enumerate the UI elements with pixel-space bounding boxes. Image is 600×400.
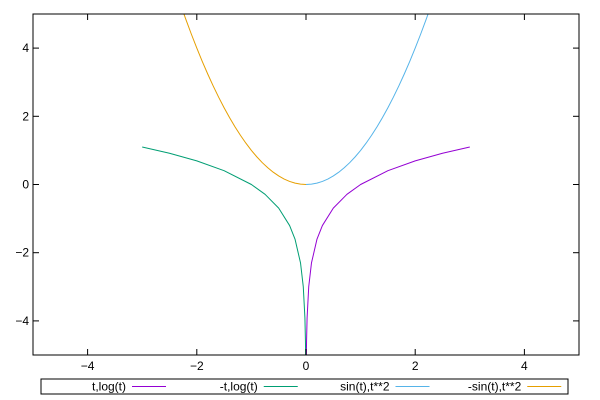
series-line-1 (305, 146, 470, 355)
series-layer (142, 14, 470, 355)
series-line-3 (305, 14, 429, 185)
x-tick-label: −4 (81, 359, 95, 373)
y-tick-label: 4 (22, 41, 29, 55)
x-tick-label: 4 (521, 359, 528, 373)
legend-box (40, 378, 569, 395)
tick-layer: −4 −2 0 2 4 −4 −2 0 2 4 (15, 14, 579, 373)
x-tick-label: 0 (303, 359, 310, 373)
plot-frame (32, 13, 580, 356)
x-tick-label: 2 (412, 359, 419, 373)
y-tick-label: −2 (15, 246, 29, 260)
series-line-4 (183, 14, 307, 185)
y-tick-label: −4 (15, 314, 29, 328)
legend: t,log(t) -t,log(t) sin(t),t**2 -sin(t),t**2 (40, 378, 569, 395)
legend-label-3: sin(t),t**2 (340, 380, 390, 394)
legend-label-2: -t,log(t) (220, 380, 258, 394)
legend-label-4: -sin(t),t**2 (468, 380, 522, 394)
y-tick-label: 0 (22, 178, 29, 192)
x-tick-label: −2 (190, 359, 204, 373)
series-line-2 (142, 146, 307, 355)
y-tick-label: 2 (22, 109, 29, 123)
legend-label-1: t,log(t) (92, 380, 126, 394)
